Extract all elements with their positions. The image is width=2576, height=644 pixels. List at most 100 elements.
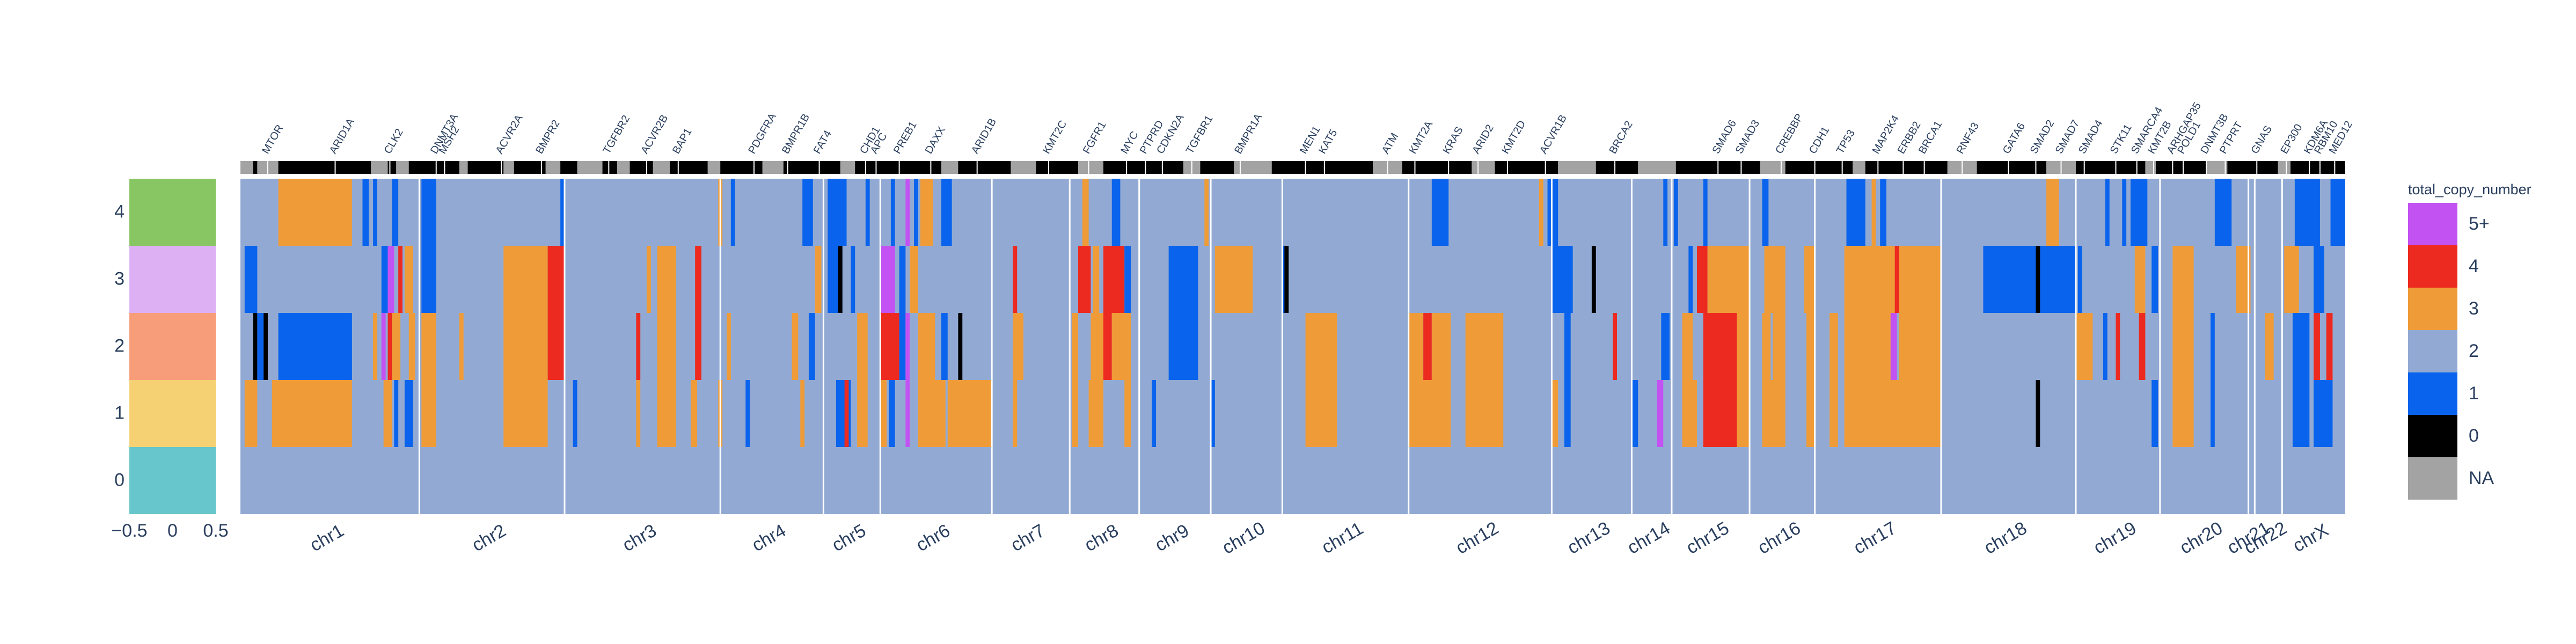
gene-label: CDH1 — [1807, 125, 1832, 156]
cn-segment — [1431, 179, 1449, 246]
legend-label: 5+ — [2469, 214, 2490, 234]
cn-segment — [1913, 246, 1941, 313]
gene-label: MTOR — [260, 123, 286, 156]
cn-segment — [2139, 313, 2146, 380]
gene-label: ARID1B — [969, 116, 999, 156]
gene-track-segment — [514, 161, 546, 174]
cn-segment — [2172, 313, 2194, 380]
cn-segment — [383, 380, 392, 447]
gene-track-segment — [1402, 161, 1472, 174]
gene-track-segment — [1103, 161, 1184, 174]
cn-segment — [2116, 313, 2120, 380]
chromosome-label: chr11 — [1318, 518, 1366, 558]
cn-segment — [1168, 246, 1198, 313]
y-tick-label: 4 — [114, 202, 125, 222]
chromosome-label: chr8 — [1081, 520, 1122, 555]
cn-segment — [1091, 313, 1104, 380]
cn-segment — [392, 179, 399, 246]
cn-segment — [1088, 380, 1104, 447]
cn-segment — [918, 313, 935, 380]
cn-segment — [815, 246, 822, 313]
cn-segment — [2172, 246, 2194, 313]
cn-segment — [1082, 179, 1089, 246]
gene-label: KMT2A — [1407, 119, 1436, 156]
gene-track-segment — [467, 161, 504, 174]
chromosome-dividers — [418, 179, 2283, 514]
gene-track-segment — [855, 161, 942, 174]
cn-segment — [1547, 179, 1558, 246]
cn-segment — [914, 179, 918, 246]
cn-segment — [404, 380, 413, 447]
cn-segment — [1631, 380, 1638, 447]
cn-segment — [1124, 246, 1131, 313]
gene-track-segment — [560, 161, 577, 174]
cn-segment — [253, 313, 258, 380]
cn-segment — [1408, 380, 1451, 447]
cn-segment — [1168, 313, 1198, 380]
cn-segment — [1591, 246, 1596, 313]
gene-track-segment — [1853, 161, 1865, 174]
cn-segment — [387, 246, 394, 313]
gene-label: TGFBR2 — [601, 113, 633, 156]
cn-segment — [802, 179, 813, 246]
cn-segment — [2210, 380, 2215, 447]
cn-segment — [857, 380, 868, 447]
gene-label: TP53 — [1834, 128, 1857, 156]
cn-segment — [695, 313, 701, 380]
cn-segment — [1663, 179, 1668, 246]
gene-track-segment — [545, 161, 561, 174]
cn-segment — [503, 313, 548, 380]
chromosome-labels: chr1 chr2 chr3 chr4 chr5 chr6 chr7 chr8 chr9 chr1… — [306, 518, 2332, 558]
gene-track-segment — [371, 161, 388, 174]
cn-segment — [2134, 246, 2146, 313]
sample-strip-cell — [129, 447, 216, 514]
cn-segment — [1539, 179, 1543, 246]
chromosome-label: chr2 — [469, 520, 509, 555]
cn-segment — [373, 313, 377, 380]
gene-track-segment — [2227, 161, 2278, 174]
legend-title: total_copy_number — [2408, 181, 2531, 197]
cn-segment — [899, 246, 906, 313]
chromosome-label: chr9 — [1152, 520, 1192, 555]
cn-segment — [695, 246, 701, 313]
chromosome-label: chr20 — [2176, 518, 2226, 558]
sample-axis-x-ticks: −0.5 0 0.5 — [111, 521, 228, 541]
legend-swatch — [2408, 415, 2457, 457]
cn-segment — [278, 179, 352, 246]
cn-segment — [880, 313, 899, 380]
chromosome-label: chr15 — [1683, 518, 1733, 558]
gene-track-segment — [1200, 161, 1234, 174]
legend-items: 5+ 4 3 2 1 0 NA — [2408, 203, 2494, 500]
cn-segment — [726, 313, 731, 380]
cn-segment — [1211, 380, 1215, 447]
cn-segment — [1762, 380, 1785, 447]
cn-segment — [1111, 179, 1121, 246]
cn-segment — [1737, 313, 1750, 380]
cn-segment — [880, 380, 887, 447]
cn-segment — [1152, 380, 1157, 447]
gene-track-segment — [840, 161, 855, 174]
cn-segment — [1204, 179, 1209, 246]
chromosome-label: chr7 — [1007, 520, 1048, 555]
cn-segment — [657, 380, 676, 447]
cn-segment — [1829, 313, 1838, 380]
cn-segment — [272, 380, 352, 447]
cn-segment — [1762, 313, 1771, 380]
gene-track-segment — [2156, 161, 2207, 174]
cn-segment — [1682, 313, 1693, 380]
cn-segment — [2284, 246, 2299, 313]
gene-label: ATM — [1380, 131, 1401, 156]
cn-segment — [2077, 246, 2082, 313]
gene-label: ACVR1B — [1538, 113, 1569, 156]
gene-label: ACVR2B — [639, 113, 670, 156]
gene-label: ACVR2A — [494, 113, 525, 156]
gene-label: SMAD2 — [2028, 118, 2057, 156]
gene-track-segment — [1011, 161, 1036, 174]
chromosome-label: chr14 — [1624, 518, 1674, 558]
cn-segment — [421, 313, 436, 380]
gene-track-segment — [278, 161, 371, 174]
cn-segment — [1673, 179, 1678, 246]
gene-label: KMT2D — [1499, 119, 1528, 156]
cn-segment — [1804, 246, 1815, 313]
